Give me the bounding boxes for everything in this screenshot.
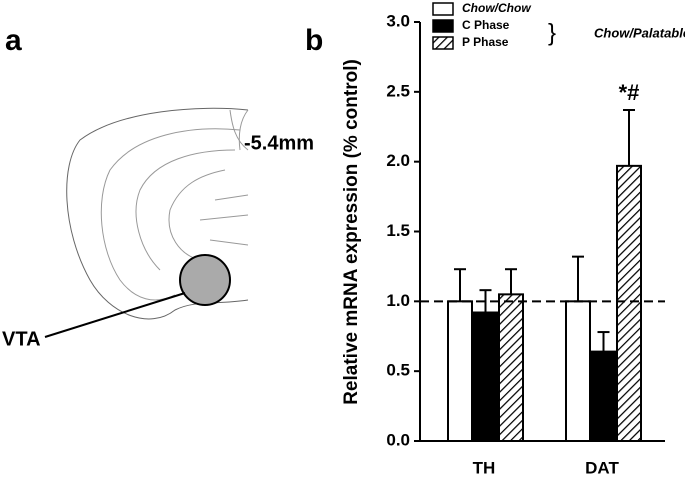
legend-group-label: Chow/Palatable: [594, 25, 685, 40]
bar: [498, 293, 524, 442]
depth-label: -5.4mm: [244, 132, 314, 154]
region-label: VTA: [2, 328, 41, 350]
bar: [616, 164, 642, 443]
y-tick-label: 2.0: [386, 151, 410, 170]
legend-label: P Phase: [462, 35, 509, 49]
panel-label: b: [305, 24, 323, 57]
y-tick-label: 0.5: [386, 361, 410, 380]
bar: [565, 300, 591, 443]
panel-label: a: [5, 24, 22, 57]
legend-label: Chow/Chow: [462, 1, 531, 15]
bar: [472, 311, 499, 442]
significance-label: *#: [619, 80, 640, 105]
vta-pointer: [44, 292, 186, 338]
legend-swatch: [432, 36, 454, 50]
y-tick-label: 0.0: [386, 430, 410, 449]
y-axis-label: Relative mRNA expression (% control): [341, 59, 362, 405]
y-tick-label: 1.0: [386, 291, 410, 310]
bar: [590, 350, 617, 443]
y-tick-label: 2.5: [386, 81, 410, 100]
y-tick-label: 1.5: [386, 221, 410, 240]
y-tick-label: 3.0: [386, 11, 410, 30]
legend-swatch: [432, 2, 454, 16]
legend-label: C Phase: [462, 18, 510, 32]
x-tick-label: TH: [473, 458, 496, 477]
vta-marker: [179, 254, 231, 306]
bar: [447, 300, 473, 443]
legend-bracket: }: [548, 19, 556, 46]
legend-swatch: [432, 19, 454, 33]
brain-diagram: [66, 107, 249, 320]
x-tick-label: DAT: [585, 458, 619, 477]
